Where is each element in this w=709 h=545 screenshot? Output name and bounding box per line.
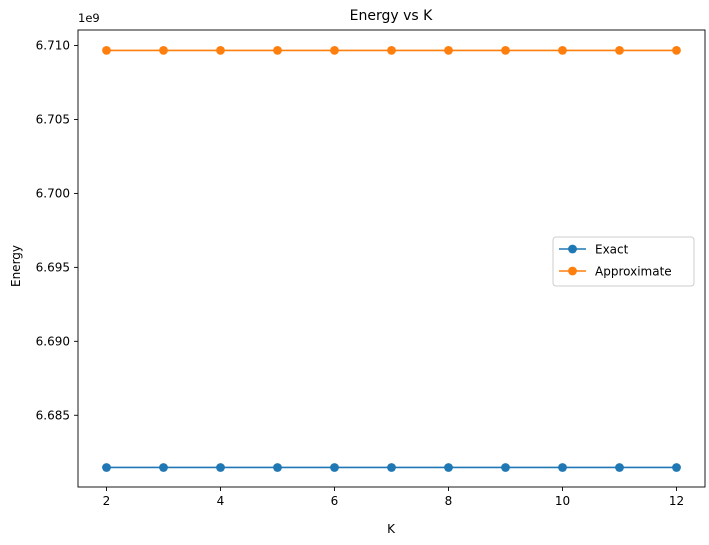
data-point-approximate	[444, 46, 453, 55]
x-tick-label: 10	[555, 494, 570, 508]
data-point-approximate	[216, 46, 225, 55]
data-point-approximate	[501, 46, 510, 55]
x-tick-label: 6	[331, 494, 339, 508]
data-point-approximate	[273, 46, 282, 55]
data-point-exact	[444, 463, 453, 472]
data-point-exact	[615, 463, 624, 472]
legend-label-approximate: Approximate	[595, 265, 672, 279]
chart-title: Energy vs K	[350, 8, 433, 24]
data-point-exact	[330, 463, 339, 472]
data-point-approximate	[159, 46, 168, 55]
data-point-approximate	[387, 46, 396, 55]
data-point-exact	[501, 463, 510, 472]
data-point-exact	[558, 463, 567, 472]
y-tick-label: 6.705	[36, 112, 70, 126]
y-tick-label: 6.710	[36, 39, 70, 53]
y-axis-label: Energy	[9, 245, 23, 287]
plot-area: 2 4 6 8 10 12 6.685 6.690 6.695 6.700 6.705 6.710	[36, 29, 706, 508]
data-point-exact	[387, 463, 396, 472]
data-point-approximate	[330, 46, 339, 55]
y-offset-label: 1e9	[78, 11, 100, 25]
x-tick-label: 8	[445, 494, 453, 508]
x-tick-label: 12	[669, 494, 684, 508]
legend-label-exact: Exact	[595, 243, 629, 257]
y-tick-label: 6.700	[36, 186, 70, 200]
y-tick-label: 6.690	[36, 334, 70, 348]
data-point-exact	[102, 463, 111, 472]
y-tick-label: 6.685	[36, 408, 70, 422]
y-tick-label: 6.695	[36, 260, 70, 274]
legend-box	[552, 236, 695, 287]
legend-marker-approximate	[568, 266, 577, 276]
axes-frame	[77, 29, 706, 488]
x-axis-label: K	[387, 522, 396, 536]
data-point-exact	[273, 463, 282, 472]
x-tick-label: 2	[103, 494, 111, 508]
data-point-exact	[672, 463, 681, 472]
legend-marker-exact	[568, 244, 577, 254]
data-point-approximate	[558, 46, 567, 55]
data-point-exact	[216, 463, 225, 472]
data-point-approximate	[102, 46, 111, 55]
data-point-approximate	[615, 46, 624, 55]
x-tick-label: 4	[217, 494, 225, 508]
data-point-approximate	[672, 46, 681, 55]
data-point-exact	[159, 463, 168, 472]
legend: Exact Approximate	[552, 236, 695, 287]
